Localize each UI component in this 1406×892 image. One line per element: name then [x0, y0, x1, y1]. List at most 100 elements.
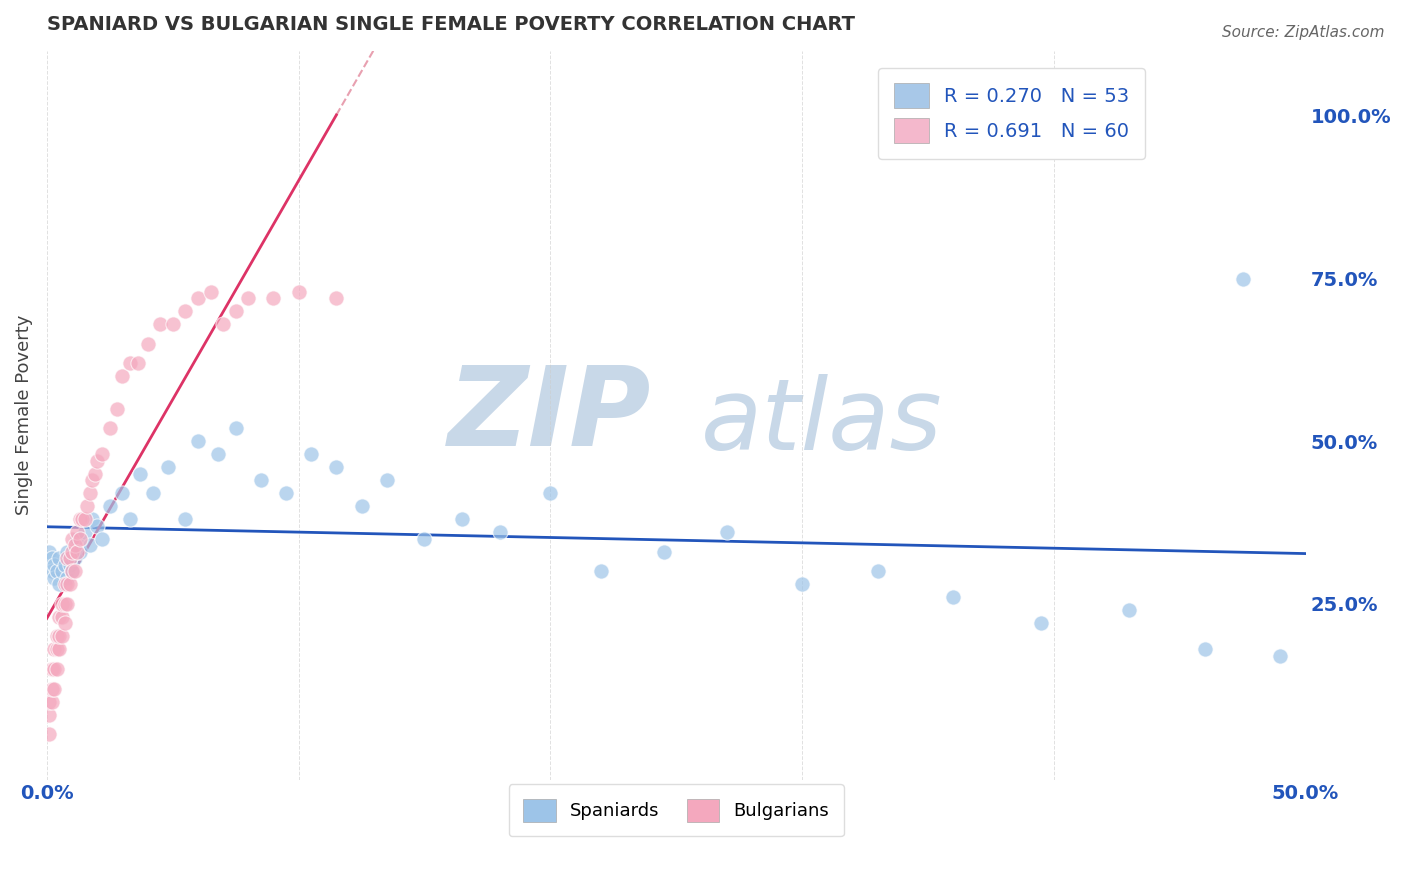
Point: [1118, 603, 1140, 617]
Point: [142, 486, 165, 500]
Point: [589, 565, 612, 579]
Point: [866, 565, 889, 579]
Point: [207, 447, 229, 461]
Point: [63, 551, 86, 566]
Point: [53, 597, 76, 611]
Point: [91, 447, 114, 461]
Point: [63, 565, 86, 579]
Point: [451, 512, 474, 526]
Point: [69, 532, 91, 546]
Point: [82, 473, 104, 487]
Point: [69, 512, 91, 526]
Point: [56, 597, 79, 611]
Point: [187, 434, 209, 449]
Point: [63, 538, 86, 552]
Point: [58, 551, 80, 566]
Point: [200, 285, 222, 299]
Point: [66, 545, 89, 559]
Point: [44, 571, 66, 585]
Point: [98, 421, 121, 435]
Point: [48, 551, 70, 566]
Point: [325, 291, 347, 305]
Point: [136, 336, 159, 351]
Point: [1031, 616, 1053, 631]
Point: [41, 694, 63, 708]
Point: [790, 577, 813, 591]
Point: [262, 291, 284, 305]
Point: [91, 532, 114, 546]
Point: [53, 616, 76, 631]
Point: [413, 532, 436, 546]
Point: [274, 486, 297, 500]
Point: [162, 317, 184, 331]
Point: [82, 512, 104, 526]
Point: [350, 500, 373, 514]
Point: [149, 317, 172, 331]
Point: [129, 467, 152, 481]
Point: [38, 694, 60, 708]
Point: [56, 551, 79, 566]
Point: [38, 727, 60, 741]
Point: [69, 545, 91, 559]
Point: [56, 545, 79, 559]
Point: [48, 577, 70, 591]
Point: [70, 512, 93, 526]
Point: [118, 512, 141, 526]
Text: atlas: atlas: [702, 374, 943, 471]
Point: [48, 610, 70, 624]
Text: ZIP: ZIP: [447, 362, 651, 468]
Point: [46, 642, 69, 657]
Point: [127, 356, 149, 370]
Point: [299, 447, 322, 461]
Point: [41, 551, 63, 566]
Point: [66, 532, 89, 546]
Point: [51, 610, 73, 624]
Point: [51, 565, 73, 579]
Point: [44, 642, 66, 657]
Point: [652, 545, 675, 559]
Point: [250, 473, 273, 487]
Point: [58, 558, 80, 572]
Point: [60, 532, 83, 546]
Point: [174, 304, 197, 318]
Point: [66, 525, 89, 540]
Point: [38, 545, 60, 559]
Point: [86, 519, 108, 533]
Point: [86, 454, 108, 468]
Point: [1232, 271, 1254, 285]
Point: [51, 597, 73, 611]
Point: [38, 707, 60, 722]
Point: [105, 401, 128, 416]
Point: [375, 473, 398, 487]
Point: [41, 681, 63, 696]
Point: [46, 565, 69, 579]
Point: [83, 467, 105, 481]
Point: [46, 662, 69, 676]
Point: [60, 565, 83, 579]
Text: SPANIARD VS BULGARIAN SINGLE FEMALE POVERTY CORRELATION CHART: SPANIARD VS BULGARIAN SINGLE FEMALE POVE…: [46, 15, 855, 34]
Point: [46, 630, 69, 644]
Text: Source: ZipAtlas.com: Source: ZipAtlas.com: [1222, 25, 1385, 40]
Point: [79, 538, 101, 552]
Y-axis label: Single Female Poverty: Single Female Poverty: [15, 315, 32, 516]
Point: [60, 565, 83, 579]
Point: [287, 285, 309, 299]
Point: [538, 486, 561, 500]
Point: [79, 486, 101, 500]
Point: [76, 500, 98, 514]
Point: [111, 486, 134, 500]
Point: [56, 577, 79, 591]
Point: [48, 642, 70, 657]
Point: [174, 512, 197, 526]
Point: [44, 662, 66, 676]
Point: [942, 591, 965, 605]
Point: [56, 571, 79, 585]
Point: [489, 525, 512, 540]
Point: [187, 291, 209, 305]
Point: [111, 369, 134, 384]
Point: [238, 291, 260, 305]
Point: [73, 512, 96, 526]
Point: [41, 565, 63, 579]
Point: [225, 421, 247, 435]
Point: [41, 662, 63, 676]
